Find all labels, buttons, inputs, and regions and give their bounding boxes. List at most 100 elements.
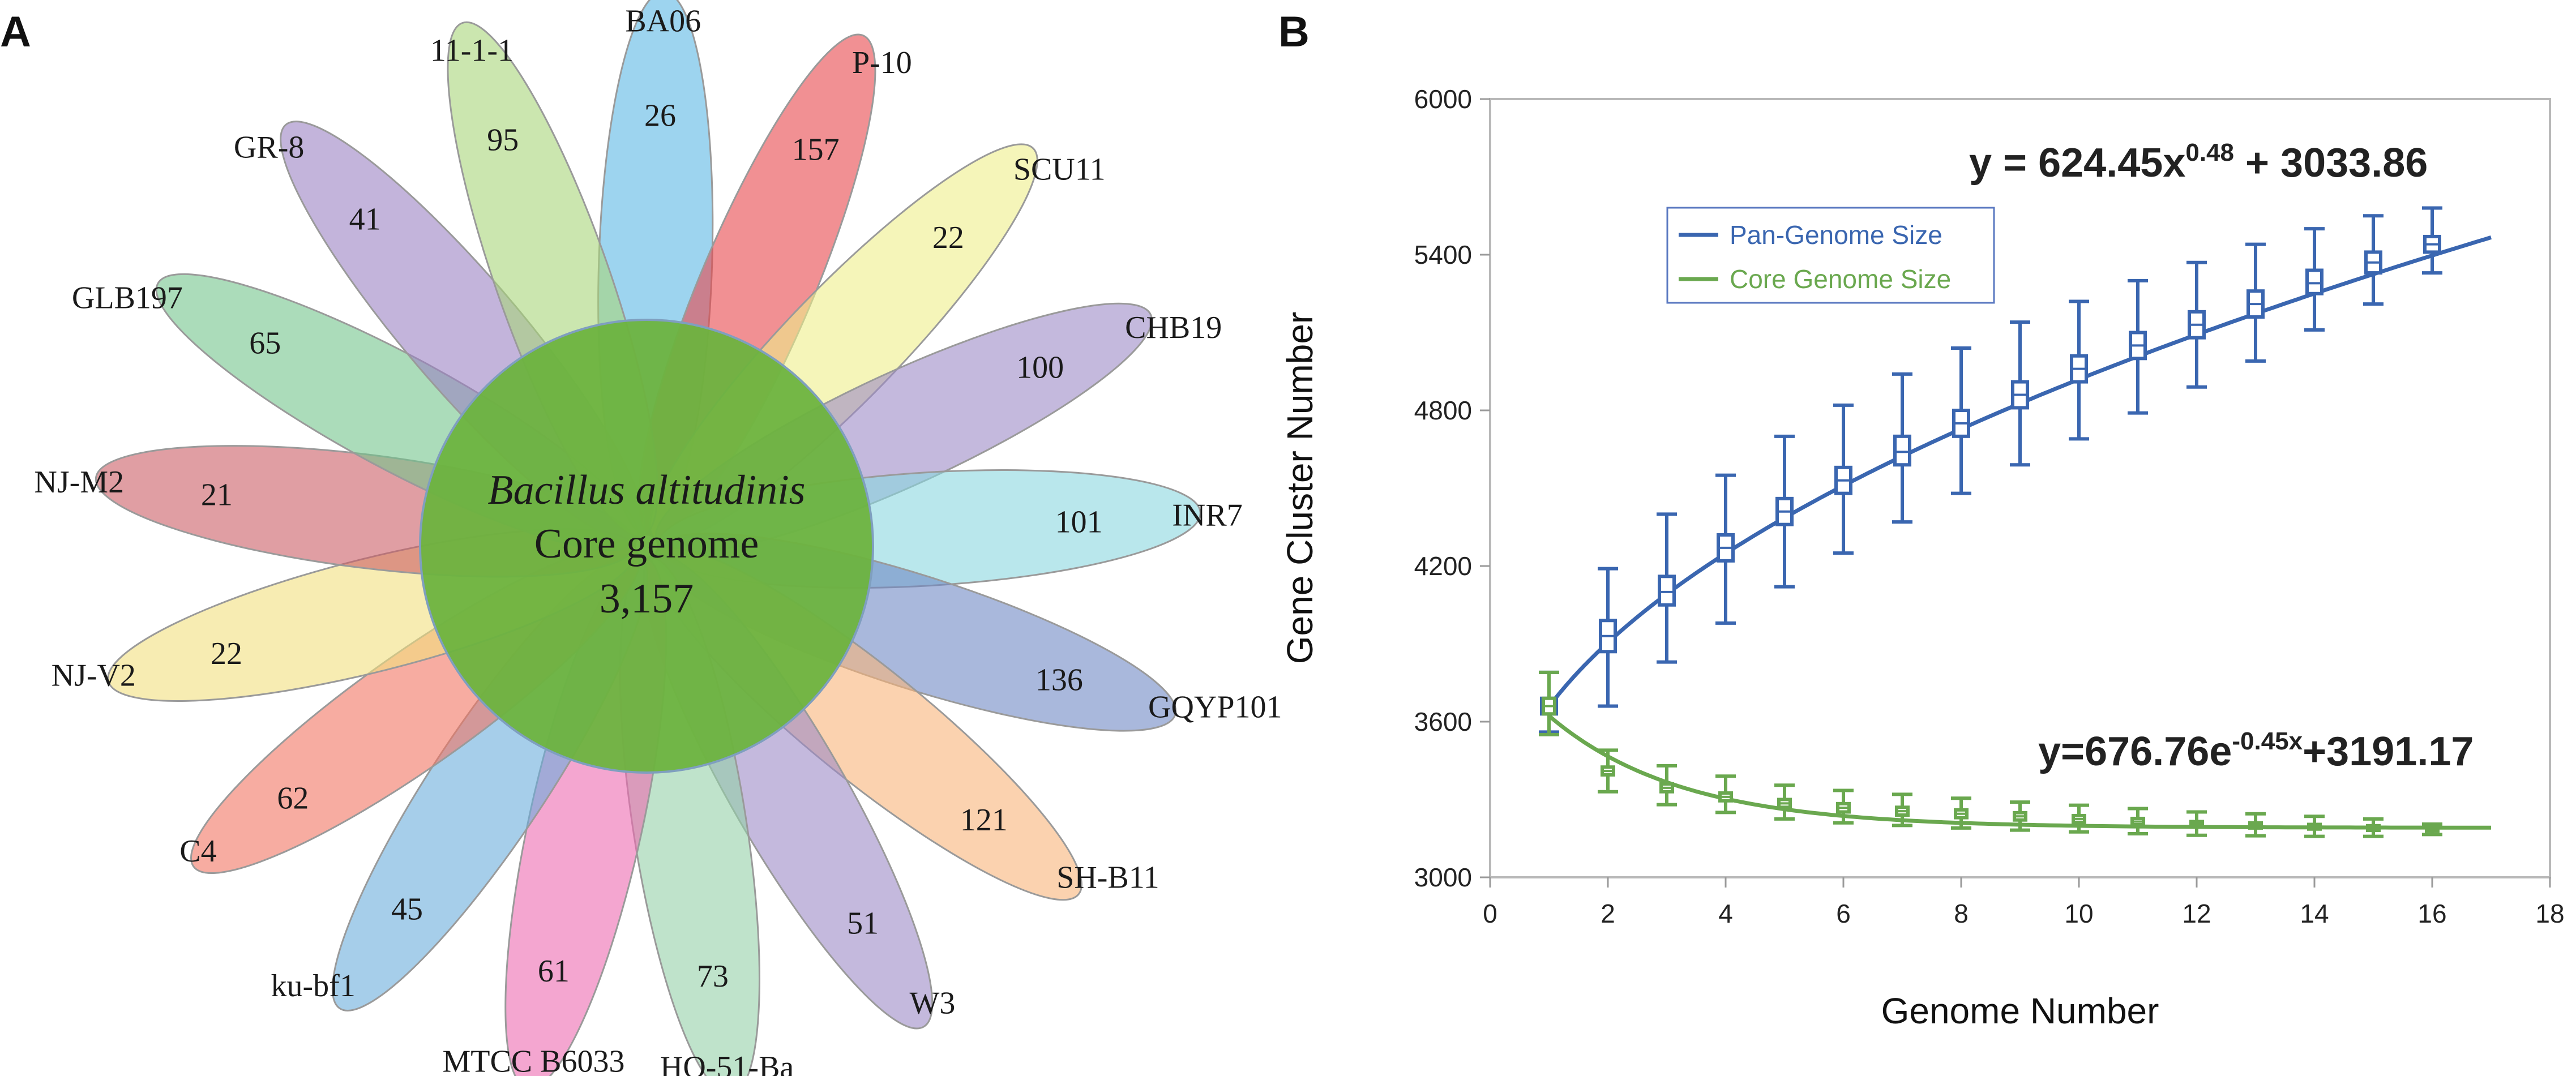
- legend-pan-label: Pan-Genome Size: [1730, 220, 1942, 250]
- legend-core-label: Core Genome Size: [1730, 264, 1951, 294]
- core-genome-box-2: [1598, 748, 1618, 794]
- strain-label-inr7: INR7: [1172, 498, 1242, 533]
- core-genome-box-7: [1892, 792, 1912, 828]
- core-genome-box-14: [2304, 814, 2325, 838]
- x-tick-label: 14: [2300, 899, 2329, 928]
- core-genome-count: 3,157: [600, 576, 694, 622]
- strain-label-sh-b11: SH-B11: [1056, 860, 1159, 895]
- y-tick-label: 5400: [1414, 240, 1472, 269]
- core-genome-box-15: [2363, 817, 2384, 838]
- petal-value-11-1-1: 95: [487, 122, 519, 157]
- pan-genome-iqr-box: [2305, 268, 2323, 295]
- strain-label-w3: W3: [910, 986, 956, 1021]
- core-genome-label: Core genome: [534, 521, 759, 567]
- core-genome-box-11: [2128, 807, 2148, 835]
- petal-value-glb197: 65: [249, 326, 281, 361]
- y-tick-label: 6000: [1414, 84, 1472, 114]
- petal-value-scu11: 22: [932, 220, 964, 255]
- venn-flower-diagram: 261572210010113612151736145622221654195 …: [34, 0, 1282, 1076]
- strain-label-layer: BA06 P-10 SCU11 CHB19 INR7 GQYP101 SH-B11 W3 HQ-…: [34, 3, 1282, 1076]
- core-genome-box-12: [2186, 810, 2207, 837]
- panel-b-label: B: [1278, 8, 1310, 56]
- pan-genome-box-10: [2069, 299, 2089, 441]
- pan-genome-iqr-box: [1893, 434, 1911, 467]
- petal-value-w3: 51: [847, 906, 879, 941]
- petal-value-chb19: 100: [1016, 350, 1064, 385]
- pan-genome-box-11: [2128, 278, 2148, 415]
- petal-value-nj-m2: 21: [201, 478, 233, 513]
- legend-box: [1666, 207, 1995, 304]
- y-tick-label: 3000: [1414, 863, 1472, 892]
- strain-label-scu11: SCU11: [1013, 152, 1106, 187]
- pan-genome-box-14: [2304, 227, 2325, 332]
- pan-genome-box-7: [1892, 372, 1912, 524]
- core-genome-box-8: [1951, 796, 1971, 830]
- core-genome-box-6: [1833, 788, 1854, 825]
- strain-label-gqyp101: GQYP101: [1148, 689, 1282, 725]
- pan-genome-box-6: [1833, 403, 1854, 555]
- strain-label-gr-8: GR-8: [234, 130, 304, 165]
- x-tick-label: 18: [2535, 899, 2564, 928]
- panel-a-label: A: [0, 8, 31, 56]
- y-axis-label: Gene Cluster Number: [1280, 312, 1320, 664]
- x-axis-ticks: 0 2 4 6 8 10 12 14 16 18: [1483, 877, 2565, 928]
- core-species-name: Bacillus altitudinis: [487, 467, 805, 513]
- strain-label-c4: C4: [179, 834, 216, 869]
- petal-value-ku-bf1: 45: [391, 891, 423, 927]
- x-tick-label: 6: [1836, 899, 1851, 928]
- pan-genome-box-13: [2245, 242, 2266, 363]
- core-eq-tail: +3191.17: [2303, 729, 2474, 774]
- petal-value-sh-b11: 121: [960, 803, 1008, 838]
- pan-genome-box-2: [1598, 567, 1618, 708]
- y-tick-label: 4200: [1414, 551, 1472, 581]
- pan-genome-box-3: [1657, 512, 1677, 664]
- core-genome-box-5: [1774, 783, 1795, 821]
- petal-value-p-10: 157: [792, 132, 840, 168]
- core-fit-equation: y=676.76e-0.45x+3191.17: [2038, 727, 2474, 774]
- petal-value-layer: 26 157 22 100 101 136 121 51 73 61 45 62 22 21 65 41 95: [201, 98, 1103, 994]
- pan-genome-iqr-box: [1658, 575, 1676, 607]
- pan-eq-main: y = 624.45x: [1969, 140, 2185, 186]
- x-tick-label: 10: [2064, 899, 2093, 928]
- core-genome-box-3: [1657, 764, 1677, 807]
- pan-fit-equation: y = 624.45x0.48 + 3033.86: [1969, 139, 2428, 186]
- strain-label-11-1-1: 11-1-1: [430, 33, 514, 68]
- pan-genome-box-12: [2186, 260, 2207, 389]
- pan-eq-tail: + 3033.86: [2234, 140, 2428, 186]
- petal-value-hq-51-ba: 73: [697, 959, 729, 994]
- strain-label-glb197: GLB197: [72, 281, 183, 316]
- petal-value-mtcc-b6033: 61: [538, 954, 570, 989]
- strain-label-ku-bf1: ku-bf1: [271, 968, 356, 1004]
- x-tick-label: 2: [1601, 899, 1615, 928]
- petal-value-inr7: 101: [1055, 504, 1103, 539]
- pan-genome-box-4: [1715, 473, 1736, 625]
- pan-core-genome-chart: 3000 3600 4200 4800 5400 6000 0 2 4 6 8 10 12 14 16 18…: [1280, 84, 2565, 1031]
- strain-label-p-10: P-10: [852, 45, 912, 80]
- y-axis-ticks: 3000 3600 4200 4800 5400 6000: [1414, 84, 1490, 892]
- core-genome-box-10: [2069, 803, 2089, 834]
- pan-genome-box-8: [1951, 346, 1971, 495]
- petal-value-c4: 62: [277, 781, 309, 816]
- strain-label-nj-m2: NJ-M2: [34, 465, 124, 500]
- x-tick-label: 16: [2417, 899, 2446, 928]
- petal-value-gqyp101: 136: [1035, 662, 1083, 697]
- core-eq-main: y=676.76e: [2038, 729, 2232, 774]
- pan-genome-box-9: [2010, 320, 2030, 467]
- strain-label-ba06: BA06: [625, 3, 701, 38]
- core-genome-circle: [419, 319, 874, 774]
- y-tick-label: 3600: [1414, 707, 1472, 736]
- pan-genome-box-5: [1774, 434, 1795, 589]
- box-plots: [1539, 206, 2442, 838]
- pan-genome-box-16: [2422, 206, 2442, 275]
- core-genome-box-13: [2245, 812, 2266, 838]
- pan-eq-exponent: 0.48: [2185, 139, 2234, 166]
- y-tick-label: 4800: [1414, 396, 1472, 425]
- strain-label-mtcc-b6033: MTCC B6033: [442, 1044, 624, 1076]
- core-eq-exponent: -0.45x: [2232, 727, 2303, 755]
- core-genome-box-16: [2422, 822, 2442, 837]
- strain-label-hq-51-ba: HQ-51-Ba: [660, 1050, 794, 1076]
- core-genome-box-9: [2010, 800, 2030, 832]
- x-tick-label: 4: [1718, 899, 1733, 928]
- petal-value-gr-8: 41: [349, 202, 381, 237]
- core-genome-box-1: [1539, 670, 1559, 736]
